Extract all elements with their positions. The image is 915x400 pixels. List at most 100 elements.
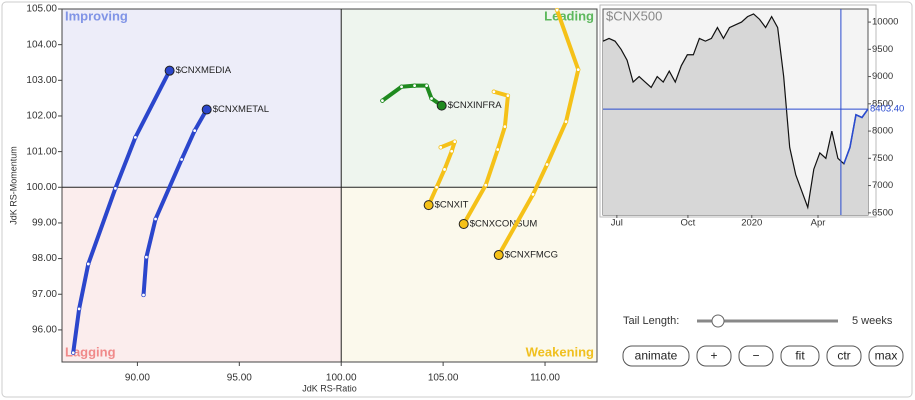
button-box[interactable]: [780, 345, 820, 367]
button-label[interactable]: −: [752, 349, 759, 363]
tail-point: [438, 145, 443, 150]
quadrant-label: Weakening: [526, 344, 594, 359]
x-axis-label: JdK RS-Ratio: [302, 383, 357, 393]
plot-border: [61, 8, 598, 363]
quadrant: [62, 187, 342, 362]
series-label: $CNXMETAL: [213, 104, 269, 115]
tail-label: Tail Length:: [623, 315, 679, 327]
tail: [461, 89, 510, 227]
quadrant-label: Leading: [544, 8, 594, 23]
tail-value: 5 weeks: [852, 315, 893, 327]
tail-point: [113, 186, 118, 191]
button[interactable]: fit: [780, 345, 820, 367]
series-label: $CNXMEDIA: [176, 65, 232, 76]
tail-point: [554, 7, 560, 13]
button[interactable]: −: [738, 345, 774, 367]
tail-point: [505, 93, 511, 98]
x-tick-label: Jul: [611, 218, 623, 229]
last-value: 8403.40: [870, 104, 904, 115]
tail-point: [179, 157, 184, 162]
head-point[interactable]: [201, 104, 212, 115]
x-tick-label: Oct: [681, 218, 696, 229]
tail: [71, 68, 172, 355]
series-label: $CNXIT: [435, 200, 469, 211]
price-line-recent: [843, 108, 869, 165]
price-line: [602, 13, 869, 210]
tail-point: [380, 98, 385, 103]
tail-point: [76, 306, 82, 312]
tail-point: [452, 139, 457, 144]
series-label: $CNXINFRA: [448, 100, 503, 111]
quadrant-label: Improving: [65, 8, 128, 23]
tail-point: [141, 292, 146, 298]
quadrant: [62, 9, 342, 188]
button-box[interactable]: [738, 345, 774, 367]
tail-point: [144, 254, 149, 260]
x-tick-label: 110.00: [530, 373, 560, 384]
button[interactable]: +: [696, 345, 732, 367]
tail-point: [495, 147, 500, 152]
tail-point: [153, 216, 158, 222]
tail-point: [133, 135, 138, 140]
button-box[interactable]: [826, 345, 862, 367]
button-box[interactable]: [868, 345, 904, 367]
tail-point: [429, 96, 434, 101]
tail-point: [86, 261, 91, 267]
button-label[interactable]: ctr: [837, 349, 850, 363]
area: [603, 13, 868, 216]
tail-point: [449, 149, 454, 154]
button-box[interactable]: [696, 345, 732, 367]
y-tick-label: 7500: [872, 153, 893, 164]
tail: [426, 139, 457, 208]
button-label[interactable]: fit: [795, 349, 805, 363]
y-tick-label: 100.00: [26, 182, 57, 193]
button-label[interactable]: max: [875, 349, 898, 363]
y-axis-label: JdK RS-Momentum: [8, 146, 18, 225]
tail-point: [576, 67, 581, 72]
y-tick-label: 96.00: [32, 325, 57, 336]
tail-point: [399, 84, 404, 89]
tail-point: [530, 192, 536, 197]
head-point[interactable]: [164, 65, 175, 76]
x-tick-label: 100.00: [326, 373, 357, 384]
button[interactable]: max: [868, 345, 904, 367]
head-point[interactable]: [436, 100, 447, 111]
y-tick-label: 98.00: [32, 253, 57, 264]
tail-point: [192, 128, 197, 133]
series-label: $CNXFMCG: [505, 250, 558, 261]
y-tick-label: 7000: [872, 180, 893, 191]
tail-point: [502, 124, 508, 129]
mini-title: $CNX500: [606, 8, 662, 23]
button[interactable]: ctr: [826, 345, 862, 367]
button-label[interactable]: +: [710, 349, 717, 363]
tail-point: [483, 182, 488, 188]
quadrant-label: Lagging: [65, 344, 116, 359]
y-tick-label: 104.00: [26, 39, 57, 50]
x-tick-label: Apr: [811, 218, 826, 229]
y-tick-label: 9000: [872, 71, 893, 82]
y-tick-label: 105.00: [26, 4, 57, 15]
series-label: $CNXCONSUM: [470, 219, 538, 230]
y-tick-label: 10000: [872, 17, 898, 28]
tail-point: [563, 119, 569, 124]
tail-point: [491, 89, 497, 94]
button-box[interactable]: [622, 345, 690, 367]
x-tick-label: 105.00: [428, 373, 459, 384]
button-label[interactable]: animate: [635, 349, 678, 363]
tail: [496, 8, 581, 258]
tail-point: [544, 162, 550, 167]
x-tick-label: 95.00: [227, 373, 252, 384]
button[interactable]: animate: [622, 345, 690, 367]
y-tick-label: 9500: [872, 44, 893, 55]
head-point[interactable]: [493, 250, 504, 261]
y-tick-label: 8000: [872, 126, 893, 137]
y-tick-label: 8500: [872, 98, 893, 109]
slider-knob[interactable]: [711, 314, 725, 328]
tail-point: [424, 83, 429, 88]
tail: [141, 107, 209, 297]
tail-point: [71, 350, 76, 355]
head-point[interactable]: [458, 219, 469, 230]
tail-point: [434, 185, 439, 190]
head-point[interactable]: [423, 200, 434, 211]
